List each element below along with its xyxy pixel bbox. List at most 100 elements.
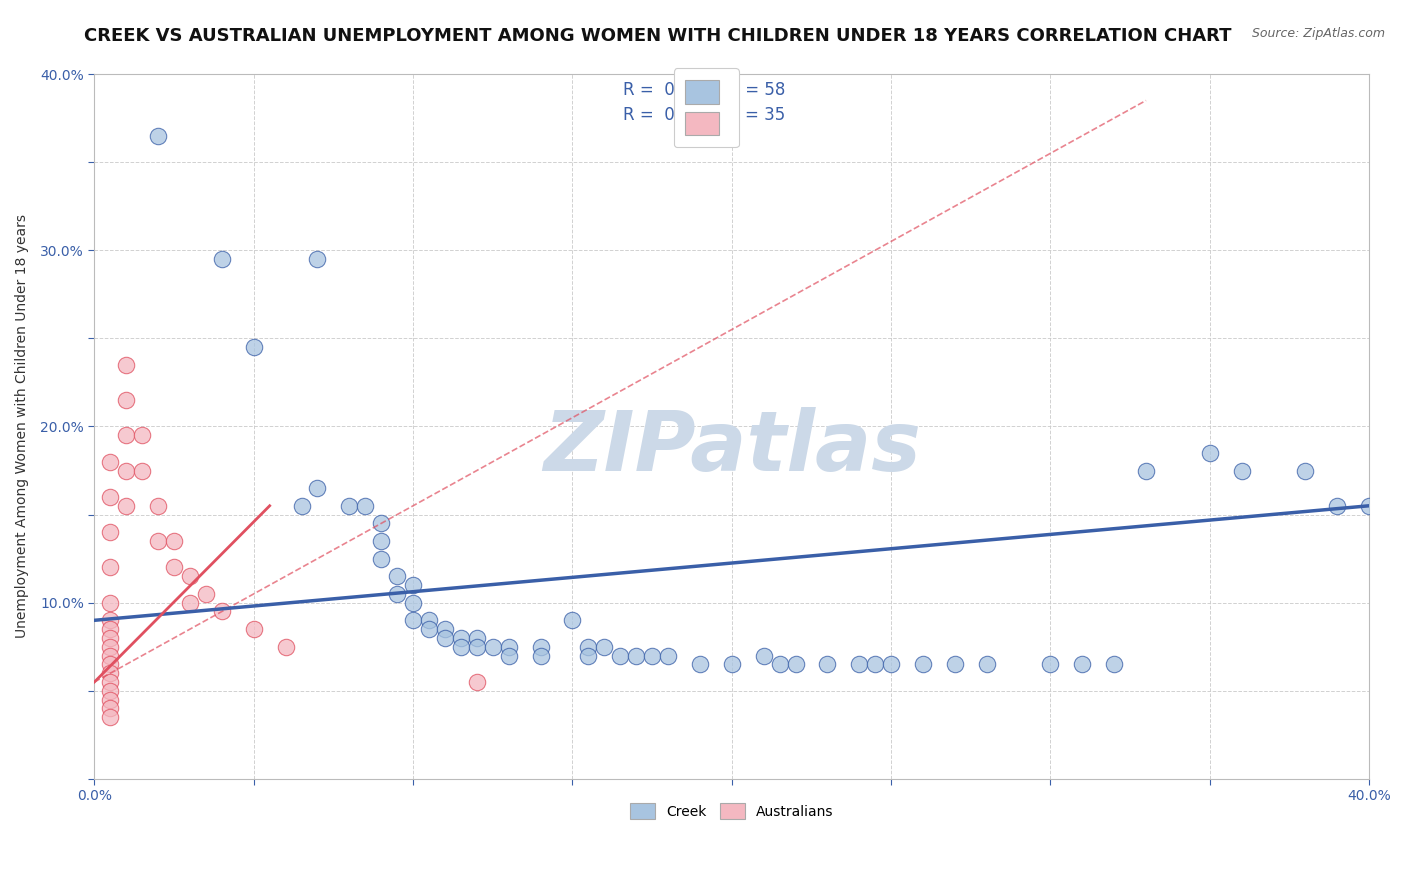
Point (1198, 446, 1220, 460)
Point (98, 657, 121, 672)
Point (576, 640, 599, 654)
Point (131, 428, 153, 442)
Point (402, 613, 425, 627)
Point (1039, 657, 1062, 672)
Point (98, 622, 121, 636)
Point (307, 252, 329, 266)
Point (98, 640, 121, 654)
Point (146, 128, 169, 143)
Point (576, 648, 599, 663)
Point (624, 648, 647, 663)
Point (498, 640, 520, 654)
Point (115, 499, 138, 513)
Point (385, 569, 408, 583)
Point (307, 481, 329, 495)
Point (98, 560, 121, 574)
Point (98, 692, 121, 706)
Point (465, 675, 488, 690)
Point (976, 657, 998, 672)
Point (370, 516, 392, 531)
Point (402, 596, 425, 610)
Point (561, 613, 583, 627)
Point (98, 710, 121, 724)
Point (863, 657, 886, 672)
Text: R =  0.408   N = 35: R = 0.408 N = 35 (623, 106, 786, 124)
Point (465, 640, 488, 654)
Point (689, 657, 711, 672)
Point (115, 392, 138, 407)
Point (211, 252, 233, 266)
Point (370, 551, 392, 566)
Point (481, 640, 503, 654)
Point (433, 622, 456, 636)
Point (98, 596, 121, 610)
Point (1358, 499, 1381, 513)
Point (131, 463, 153, 477)
Point (911, 657, 934, 672)
Text: ZIPatlas: ZIPatlas (543, 407, 921, 488)
Point (815, 657, 838, 672)
Point (1326, 499, 1348, 513)
Point (385, 587, 408, 601)
Point (433, 631, 456, 645)
Point (593, 640, 616, 654)
Point (146, 534, 169, 549)
Point (98, 666, 121, 681)
Point (720, 657, 742, 672)
Point (179, 569, 201, 583)
Text: R =  0.116   N = 58: R = 0.116 N = 58 (623, 81, 786, 99)
Point (418, 613, 440, 627)
Point (98, 701, 121, 715)
Point (657, 648, 679, 663)
Point (98, 455, 121, 469)
Point (1102, 657, 1125, 672)
Point (163, 534, 186, 549)
Point (98, 675, 121, 690)
Point (242, 340, 264, 354)
Text: CREEK VS AUSTRALIAN UNEMPLOYMENT AMONG WOMEN WITH CHILDREN UNDER 18 YEARS CORREL: CREEK VS AUSTRALIAN UNEMPLOYMENT AMONG W… (84, 27, 1232, 45)
Point (1294, 463, 1316, 477)
Y-axis label: Unemployment Among Women with Children Under 18 years: Unemployment Among Women with Children U… (15, 214, 30, 639)
Point (785, 657, 807, 672)
Point (98, 490, 121, 504)
Point (529, 648, 551, 663)
Point (450, 631, 472, 645)
Point (752, 648, 775, 663)
Point (529, 640, 551, 654)
Point (274, 640, 297, 654)
Point (211, 605, 233, 619)
Point (1135, 463, 1157, 477)
Point (418, 622, 440, 636)
Point (370, 534, 392, 549)
Point (115, 463, 138, 477)
Point (98, 648, 121, 663)
Point (1071, 657, 1094, 672)
Point (290, 499, 312, 513)
Legend: Creek, Australians: Creek, Australians (624, 797, 839, 825)
Point (98, 631, 121, 645)
Point (146, 499, 169, 513)
Point (98, 613, 121, 627)
Point (465, 631, 488, 645)
Point (115, 358, 138, 372)
Point (242, 622, 264, 636)
Point (880, 657, 903, 672)
Point (768, 657, 790, 672)
Point (848, 657, 870, 672)
Text: Source: ZipAtlas.com: Source: ZipAtlas.com (1251, 27, 1385, 40)
Point (498, 648, 520, 663)
Point (194, 587, 217, 601)
Point (1230, 463, 1253, 477)
Point (115, 428, 138, 442)
Point (179, 596, 201, 610)
Point (163, 560, 186, 574)
Point (943, 657, 966, 672)
Point (98, 525, 121, 540)
Point (641, 648, 664, 663)
Point (98, 683, 121, 698)
Point (450, 640, 472, 654)
Point (402, 578, 425, 592)
Point (337, 499, 360, 513)
Point (354, 499, 377, 513)
Point (609, 648, 631, 663)
